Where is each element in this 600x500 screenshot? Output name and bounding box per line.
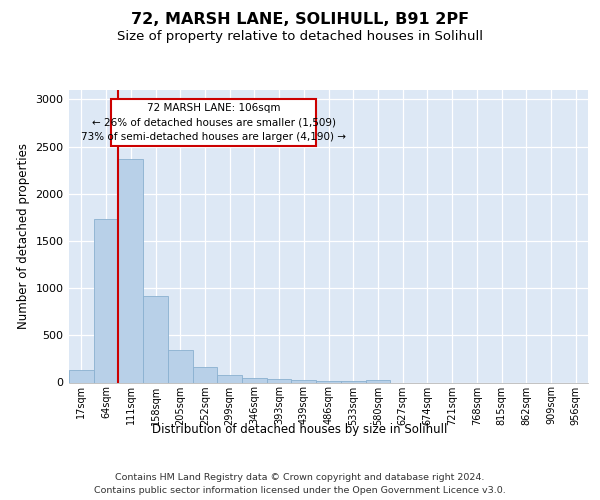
Bar — [94, 220, 118, 382]
Bar — [118, 159, 143, 382]
Bar — [316, 380, 341, 382]
Text: 72, MARSH LANE, SOLIHULL, B91 2PF: 72, MARSH LANE, SOLIHULL, B91 2PF — [131, 12, 469, 28]
Bar — [217, 375, 242, 382]
Text: 72 MARSH LANE: 106sqm
← 26% of detached houses are smaller (1,509)
73% of semi-d: 72 MARSH LANE: 106sqm ← 26% of detached … — [81, 103, 346, 142]
FancyBboxPatch shape — [111, 100, 316, 146]
Text: Size of property relative to detached houses in Solihull: Size of property relative to detached ho… — [117, 30, 483, 43]
Y-axis label: Number of detached properties: Number of detached properties — [17, 143, 30, 329]
Text: Distribution of detached houses by size in Solihull: Distribution of detached houses by size … — [152, 422, 448, 436]
Bar — [242, 378, 267, 382]
Text: Contains HM Land Registry data © Crown copyright and database right 2024.: Contains HM Land Registry data © Crown c… — [115, 472, 485, 482]
Bar — [365, 380, 390, 382]
Bar — [193, 368, 217, 382]
Text: Contains public sector information licensed under the Open Government Licence v3: Contains public sector information licen… — [94, 486, 506, 495]
Bar — [267, 378, 292, 382]
Bar — [69, 370, 94, 382]
Bar — [143, 296, 168, 382]
Bar — [341, 380, 365, 382]
Bar — [292, 380, 316, 382]
Bar — [168, 350, 193, 382]
